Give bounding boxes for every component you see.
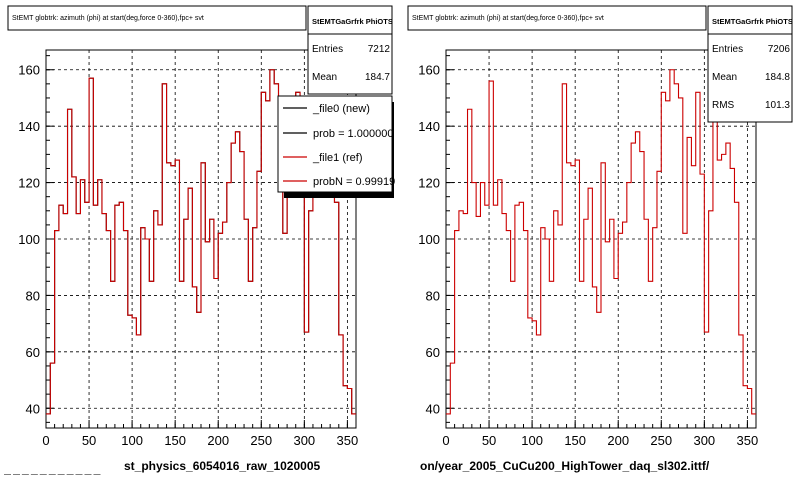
x-tick-label: 50 [82, 433, 96, 448]
right-entries-label: Entries [712, 44, 743, 55]
y-tick-label: 100 [18, 232, 40, 247]
left-stats-title: StEMTGaGrfrk PhiOTS [312, 17, 393, 26]
left-legend: _file0 (new) prob = 1.000000 _file1 (ref… [277, 95, 395, 198]
y-tick-label: 40 [26, 401, 40, 416]
x-tick-label: 150 [564, 433, 586, 448]
y-tick-label: 160 [18, 63, 40, 78]
right-title-box [407, 5, 707, 31]
right-mean-label: Mean [712, 72, 737, 83]
left-x-label: st_physics_6054016_raw_1020005 [124, 459, 320, 473]
x-tick-label: 0 [442, 433, 449, 448]
legend-entry-prob: prob = 1.000000 [313, 128, 393, 140]
right-rms-value: 101.3 [765, 100, 790, 111]
y-tick-label: 80 [426, 288, 440, 303]
legend-entry-new: _file0 (new) [312, 103, 370, 115]
x-tick-label: 50 [482, 433, 496, 448]
legend-entry-ref: _file1 (ref) [312, 152, 363, 164]
right-rms-label: RMS [712, 100, 735, 111]
left-histogram-panel: StEMT globtrk: azimuth (phi) at start(de… [7, 5, 395, 473]
x-tick-label: 350 [737, 433, 759, 448]
left-x-axis: 0 50 100 150 200 250 300 350 [42, 420, 358, 448]
x-tick-label: 150 [164, 433, 186, 448]
y-tick-label: 140 [418, 119, 440, 134]
y-tick-label: 40 [426, 401, 440, 416]
x-tick-label: 0 [42, 433, 49, 448]
y-tick-label: 140 [18, 119, 40, 134]
y-tick-label: 120 [418, 176, 440, 191]
left-entries-label: Entries [312, 44, 343, 55]
left-entries-value: 7212 [368, 44, 391, 55]
right-x-axis: 0 50 100 150 200 250 300 350 [442, 420, 758, 448]
right-mean-value: 184.8 [765, 72, 790, 83]
x-tick-label: 250 [250, 433, 272, 448]
left-title: StEMT globtrk: azimuth (phi) at start(de… [12, 15, 204, 22]
left-title-box [7, 5, 307, 31]
histogram-series [46, 69, 356, 415]
y-tick-label: 60 [426, 345, 440, 360]
right-stats-box [707, 5, 793, 123]
right-stats-title: StEMTGaGrfrk PhiOTS [712, 17, 793, 26]
x-tick-label: 300 [693, 433, 715, 448]
legend-entry-probn: probN = 0.99919 [313, 176, 395, 188]
footer-text: — — — — — — — — — — — [4, 471, 100, 478]
x-tick-label: 350 [337, 433, 359, 448]
x-tick-label: 300 [293, 433, 315, 448]
left-stats-box [307, 5, 393, 95]
y-tick-label: 120 [18, 176, 40, 191]
right-histogram-panel: StEMT globtrk: azimuth (phi) at start(de… [407, 5, 793, 473]
x-tick-label: 200 [207, 433, 229, 448]
y-tick-label: 60 [26, 345, 40, 360]
y-tick-label: 160 [418, 63, 440, 78]
right-x-label: on/year_2005_CuCu200_HighTower_daq_sl302… [420, 459, 710, 473]
left-mean-label: Mean [312, 72, 337, 83]
right-title: StEMT globtrk: azimuth (phi) at start(de… [412, 15, 604, 22]
left-mean-value: 184.7 [365, 72, 390, 83]
left-y-axis: 40 60 80 100 120 140 160 [18, 55, 54, 423]
x-tick-label: 200 [607, 433, 629, 448]
right-entries-value: 7206 [768, 44, 791, 55]
x-tick-label: 100 [121, 433, 143, 448]
x-tick-label: 250 [650, 433, 672, 448]
left-series [46, 69, 356, 415]
histogram-series [446, 69, 756, 415]
y-tick-label: 100 [418, 232, 440, 247]
right-series [446, 69, 756, 415]
x-tick-label: 100 [521, 433, 543, 448]
y-tick-label: 80 [26, 288, 40, 303]
